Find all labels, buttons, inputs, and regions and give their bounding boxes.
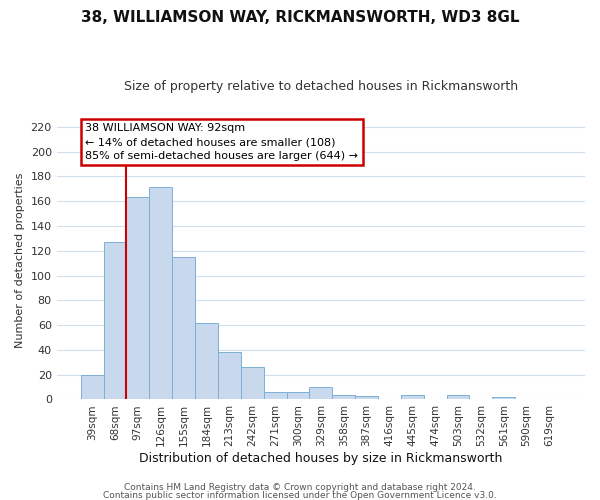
Text: 38, WILLIAMSON WAY, RICKMANSWORTH, WD3 8GL: 38, WILLIAMSON WAY, RICKMANSWORTH, WD3 8… (81, 10, 519, 25)
Bar (401, 394, 424, 400)
Bar (355, 396, 378, 400)
Bar (104, 242, 127, 400)
Y-axis label: Number of detached properties: Number of detached properties (15, 172, 25, 348)
Bar (310, 387, 332, 400)
Bar (241, 367, 263, 400)
Bar (446, 394, 469, 400)
Bar (172, 257, 195, 400)
Text: Contains public sector information licensed under the Open Government Licence v3: Contains public sector information licen… (103, 490, 497, 500)
Bar (263, 392, 287, 400)
Bar (287, 392, 310, 400)
X-axis label: Distribution of detached houses by size in Rickmansworth: Distribution of detached houses by size … (139, 452, 503, 465)
Text: 38 WILLIAMSON WAY: 92sqm
← 14% of detached houses are smaller (108)
85% of semi-: 38 WILLIAMSON WAY: 92sqm ← 14% of detach… (85, 123, 358, 161)
Bar (149, 188, 172, 400)
Bar (218, 352, 241, 400)
Text: Contains HM Land Registry data © Crown copyright and database right 2024.: Contains HM Land Registry data © Crown c… (124, 484, 476, 492)
Bar (195, 322, 218, 400)
Bar (493, 397, 515, 400)
Bar (80, 374, 104, 400)
Bar (127, 198, 149, 400)
Bar (332, 394, 355, 400)
Title: Size of property relative to detached houses in Rickmansworth: Size of property relative to detached ho… (124, 80, 518, 93)
